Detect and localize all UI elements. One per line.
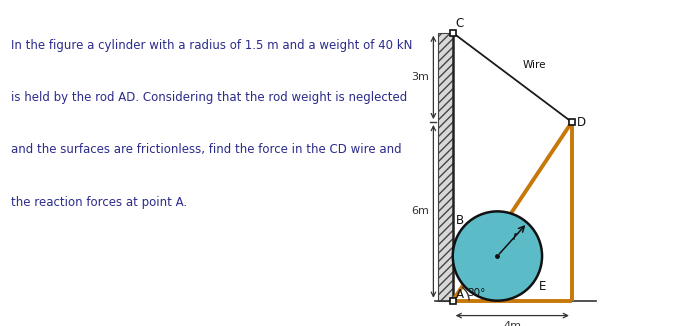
Text: A: A bbox=[455, 288, 464, 301]
Text: and the surfaces are frictionless, find the force in the CD wire and: and the surfaces are frictionless, find … bbox=[11, 143, 402, 156]
Text: Wire: Wire bbox=[523, 61, 546, 70]
Text: the reaction forces at point A.: the reaction forces at point A. bbox=[11, 196, 187, 209]
Bar bbox=[438, 33, 453, 301]
Text: r: r bbox=[513, 230, 517, 243]
Text: 30°: 30° bbox=[468, 288, 486, 298]
Text: D: D bbox=[577, 115, 586, 128]
Text: B: B bbox=[455, 215, 464, 227]
Text: 4m: 4m bbox=[503, 321, 522, 326]
Text: In the figure a cylinder with a radius of 1.5 m and a weight of 40 kN: In the figure a cylinder with a radius o… bbox=[11, 39, 412, 52]
Text: C: C bbox=[455, 17, 464, 30]
Text: E: E bbox=[539, 280, 546, 293]
Text: 3m: 3m bbox=[411, 72, 429, 82]
Text: 6m: 6m bbox=[411, 206, 429, 216]
Circle shape bbox=[453, 211, 542, 301]
Text: is held by the rod AD. Considering that the rod weight is neglected: is held by the rod AD. Considering that … bbox=[11, 91, 407, 104]
